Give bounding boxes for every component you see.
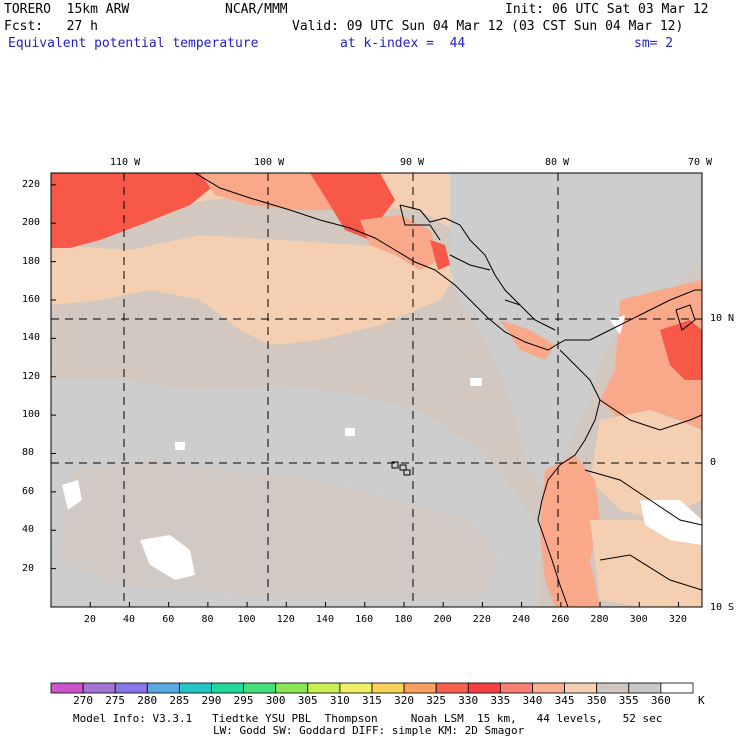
- left-axis-tick: 100: [22, 409, 41, 421]
- grey-region-east: [450, 173, 702, 490]
- colorbar-label: 335: [490, 694, 511, 707]
- coastline-gulf: [399, 204, 556, 331]
- top-axis-label: 80 W: [545, 157, 570, 168]
- colorbar-unit: K: [698, 694, 705, 707]
- bottom-axis-tick: 220: [472, 614, 491, 625]
- colorbar-label: 350: [586, 694, 607, 707]
- init-time: Init: 06 UTC Sat 03 Mar 12: [505, 2, 709, 17]
- colorbar-label: 345: [554, 694, 575, 707]
- border-central-america: [399, 204, 521, 306]
- coastline-south-america: [537, 349, 601, 607]
- top-axis-label: 110 W: [110, 157, 141, 168]
- forecast-hour: Fcst: 27 h: [4, 19, 98, 34]
- bottom-axis-tick: 60: [162, 614, 175, 625]
- left-axis-tick: 80: [22, 447, 35, 459]
- model-name: TORERO 15km ARW: [4, 2, 130, 17]
- physics-info: LW: Godd SW: Goddard DIFF: simple KM: 2D…: [213, 724, 525, 737]
- white-patch-6: [610, 315, 625, 335]
- left-axis-tick: 140: [22, 332, 41, 344]
- colorbar-label: 280: [137, 694, 158, 707]
- model-info: Model Info: V3.3.1 Tiedtke YSU PBL Thomp…: [73, 712, 663, 725]
- bottom-axis-tick: 200: [433, 614, 452, 625]
- border-andes: [584, 399, 702, 591]
- colorbar-label: 290: [201, 694, 222, 707]
- top-axis-label: 100 W: [254, 157, 285, 168]
- level-info: at k-index = 44: [340, 36, 466, 51]
- smoothing-info: sm= 2: [634, 36, 674, 51]
- bottom-axis-tick: 100: [237, 614, 256, 625]
- salmon-region-east: [600, 280, 702, 430]
- bottom-axis-tick: 300: [629, 614, 648, 625]
- red-region-northwest: [51, 173, 215, 248]
- white-patch-1: [140, 535, 195, 580]
- colorbar-label: 295: [233, 694, 254, 707]
- bottom-axis-tick: 160: [355, 614, 374, 625]
- colorbar-label: 275: [105, 694, 126, 707]
- colorbar-label: 330: [458, 694, 479, 707]
- top-axis-label: 90 W: [400, 157, 425, 168]
- right-axis-label: 0: [710, 457, 717, 468]
- island-galapagos: [391, 461, 411, 476]
- left-axis-tick: 60: [22, 485, 35, 497]
- salmon-costa-rica: [500, 320, 555, 360]
- left-axis-tick: 160: [22, 293, 41, 305]
- bottom-axis-tick: 20: [83, 614, 96, 625]
- salmon-region-peru: [540, 455, 600, 607]
- island-caribbean: [675, 304, 696, 331]
- bottom-axis-tick: 80: [201, 614, 214, 625]
- white-patch-3: [470, 378, 482, 386]
- bottom-axis-tick: 120: [276, 614, 295, 625]
- colorbar-label: 325: [426, 694, 447, 707]
- bottom-axis-tick: 240: [512, 614, 531, 625]
- white-patch-2: [62, 480, 82, 510]
- white-patch-5: [175, 442, 185, 450]
- peach-region-peru-inland: [590, 520, 702, 607]
- peach-region-mid: [51, 235, 460, 345]
- colorbar-label: 270: [73, 694, 93, 707]
- white-patch-4: [345, 428, 355, 436]
- colorbar-label: 305: [297, 694, 318, 707]
- bottom-axis-tick: 180: [394, 614, 413, 625]
- red-region-east: [660, 320, 702, 380]
- left-axis-tick: 20: [22, 562, 35, 574]
- colorbar-label: 340: [522, 694, 543, 707]
- left-axis-tick: 120: [22, 370, 41, 382]
- left-axis-tick: 40: [22, 524, 35, 536]
- colorbar-label: 300: [265, 694, 286, 707]
- center-name: NCAR/MMM: [225, 2, 288, 17]
- colorbar-label: 285: [169, 694, 190, 707]
- colorbar-label: 360: [650, 694, 671, 707]
- white-region-andes: [640, 500, 702, 545]
- colorbar-label: 315: [362, 694, 382, 707]
- red-patch-central-america: [430, 240, 450, 270]
- coastline-mexico: [194, 173, 702, 351]
- bottom-axis-tick: 280: [590, 614, 609, 625]
- salmon-central-america: [360, 215, 440, 270]
- bottom-axis-tick: 140: [315, 614, 334, 625]
- top-axis-label: 70 W: [688, 157, 713, 168]
- colorbar-label: 320: [394, 694, 414, 707]
- left-axis-tick: 200: [22, 217, 41, 229]
- valid-time: Valid: 09 UTC Sun 04 Mar 12 (03 CST Sun …: [292, 19, 684, 34]
- bottom-axis-tick: 260: [551, 614, 570, 625]
- left-axis-tick: 180: [22, 255, 41, 267]
- plot-frame: [50, 172, 703, 608]
- bottom-axis-tick: 40: [123, 614, 136, 625]
- right-axis-label: 10 N: [710, 313, 735, 324]
- colorbar-label: 310: [329, 694, 350, 707]
- bottom-axis-tick: 320: [668, 614, 687, 625]
- colorbar-label: 355: [618, 694, 639, 707]
- field-name: Equivalent potential temperature: [8, 36, 259, 51]
- peach-region-east: [590, 410, 702, 520]
- right-axis-label: 10 S: [710, 602, 735, 613]
- left-axis-tick: 220: [22, 178, 41, 190]
